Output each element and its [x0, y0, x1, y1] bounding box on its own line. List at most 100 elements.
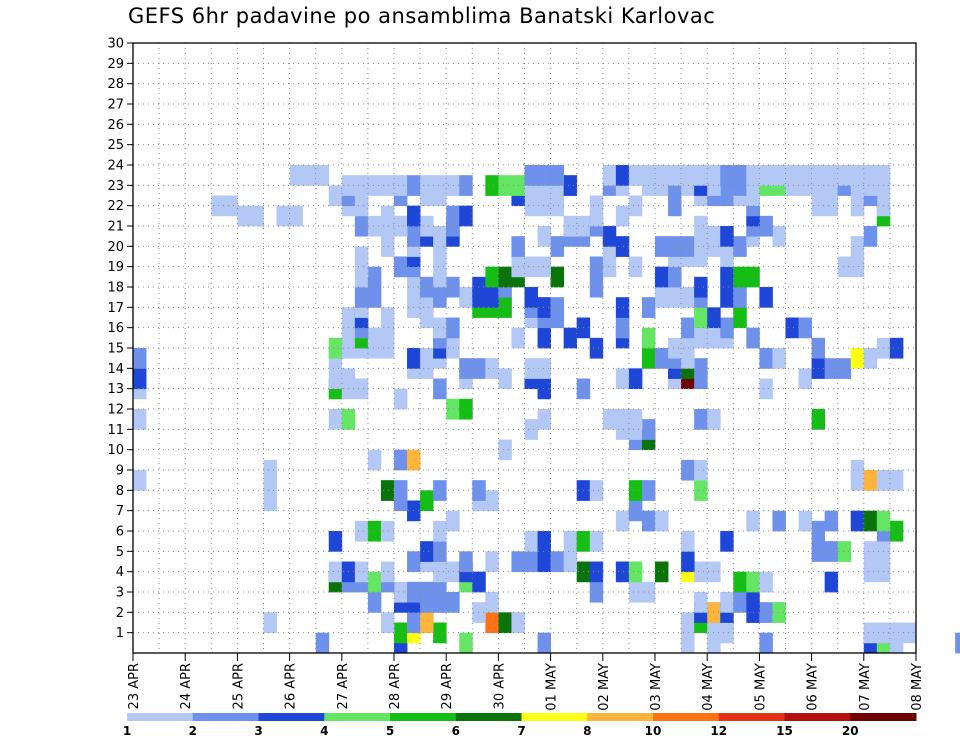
- heatmap-cell: [328, 337, 343, 359]
- heatmap-cell: [955, 632, 960, 654]
- heatmap-cell: [407, 226, 421, 247]
- heatmap-cell: [498, 368, 512, 390]
- heatmap-cell: [681, 236, 695, 257]
- heatmap-cell: [641, 165, 656, 186]
- y-tick-label: 16: [107, 321, 124, 336]
- heatmap-cell: [694, 561, 708, 583]
- heatmap-cell: [420, 276, 434, 298]
- heatmap-cell: [694, 592, 708, 613]
- heatmap-cell: [824, 165, 839, 186]
- heatmap-cell: [302, 165, 317, 186]
- heatmap-cell: [785, 317, 799, 339]
- heatmap-cell: [511, 327, 525, 349]
- heatmap-cell: [733, 571, 747, 593]
- heatmap-cell: [759, 632, 773, 654]
- heatmap-cell: [733, 307, 747, 329]
- heatmap-cell: [694, 276, 708, 298]
- heatmap-cell: [759, 602, 773, 623]
- x-tick-label: 28 APR: [388, 663, 403, 709]
- y-tick-label: 2: [116, 606, 124, 621]
- heatmap-cell: [537, 632, 551, 654]
- heatmap-cell: [563, 531, 578, 552]
- heatmap-cell: [655, 287, 669, 308]
- heatmap-cell: [733, 592, 747, 613]
- heatmap-cell: [367, 175, 382, 196]
- heatmap-cell: [798, 317, 812, 339]
- heatmap-cell: [863, 470, 878, 491]
- heatmap-cell: [407, 449, 421, 471]
- heatmap-cell: [615, 510, 630, 532]
- heatmap-cell: [733, 287, 747, 308]
- heatmap-cell: [850, 459, 865, 481]
- heatmap-cell: [720, 317, 734, 339]
- heatmap-cell: [694, 358, 708, 379]
- heatmap-cell: [446, 592, 460, 613]
- heatmap-cell: [850, 165, 865, 186]
- heatmap-cell: [407, 612, 421, 634]
- y-tick-label: 27: [107, 98, 124, 113]
- colorbar-swatch: [192, 713, 259, 721]
- heatmap-cell: [485, 266, 499, 288]
- y-tick-label: 19: [107, 260, 124, 275]
- heatmap-cell: [694, 236, 708, 257]
- heatmap-cell: [472, 480, 486, 501]
- heatmap-cell: [446, 398, 460, 420]
- colorbar-swatch: [784, 713, 851, 721]
- heatmap-cell: [498, 612, 512, 634]
- heatmap-cell: [394, 388, 408, 410]
- heatmap-cell: [707, 307, 721, 329]
- heatmap-cell: [420, 215, 434, 237]
- heatmap-cell: [420, 581, 434, 603]
- heatmap-cell: [354, 215, 369, 237]
- heatmap-cell: [668, 165, 682, 186]
- heatmap-cell: [380, 561, 395, 583]
- heatmap-cell: [537, 378, 551, 400]
- heatmap-cell: [407, 205, 421, 227]
- x-tick-label: 07 MAY: [858, 663, 873, 711]
- y-tick-label: 6: [116, 525, 124, 540]
- heatmap-cell: [602, 226, 617, 247]
- heatmap-cell: [720, 246, 734, 268]
- heatmap-cell: [433, 541, 447, 562]
- heatmap-cell: [863, 348, 878, 369]
- heatmap-cell: [367, 592, 382, 613]
- heatmap-cell: [237, 205, 251, 227]
- heatmap-cell: [485, 551, 499, 573]
- heatmap-cell: [733, 266, 747, 288]
- x-tick-label: 08 MAY: [910, 663, 925, 711]
- y-tick-label: 9: [116, 464, 124, 479]
- heatmap-cell: [433, 287, 447, 308]
- heatmap-cell: [628, 368, 643, 390]
- y-tick-label: 30: [107, 37, 124, 52]
- heatmap-cell: [420, 348, 434, 369]
- heatmap-cell: [472, 571, 486, 593]
- heatmap-cell: [589, 195, 604, 217]
- x-tick-label: 01 MAY: [545, 663, 560, 711]
- heatmap-cell: [433, 175, 447, 196]
- heatmap-cell: [485, 490, 499, 512]
- heatmap-cell: [759, 571, 773, 593]
- heatmap-cell: [694, 307, 708, 329]
- y-tick-label: 23: [107, 179, 124, 194]
- heatmap-cell: [472, 358, 486, 379]
- heatmap-cell: [824, 571, 839, 593]
- heatmap-cell: [798, 510, 812, 532]
- heatmap-cell: [694, 459, 708, 481]
- y-tick-label: 25: [107, 138, 124, 153]
- heatmap-cell: [655, 561, 669, 583]
- heatmap-cell: [837, 541, 852, 562]
- heatmap-cell: [380, 236, 395, 257]
- heatmap-cell: [641, 510, 656, 532]
- colorbar-label: 10: [645, 724, 662, 738]
- heatmap-cell: [394, 175, 408, 196]
- heatmap-cell: [628, 480, 643, 501]
- heatmap-cell: [367, 266, 382, 288]
- x-tick-label: 06 MAY: [806, 663, 821, 711]
- heatmap-cells: [133, 165, 960, 654]
- y-tick-label: 28: [107, 77, 124, 92]
- heatmap-cell: [354, 561, 369, 583]
- heatmap-cell: [367, 287, 382, 308]
- heatmap-cell: [433, 581, 447, 603]
- heatmap-cell: [746, 266, 760, 288]
- heatmap-cell: [681, 612, 695, 634]
